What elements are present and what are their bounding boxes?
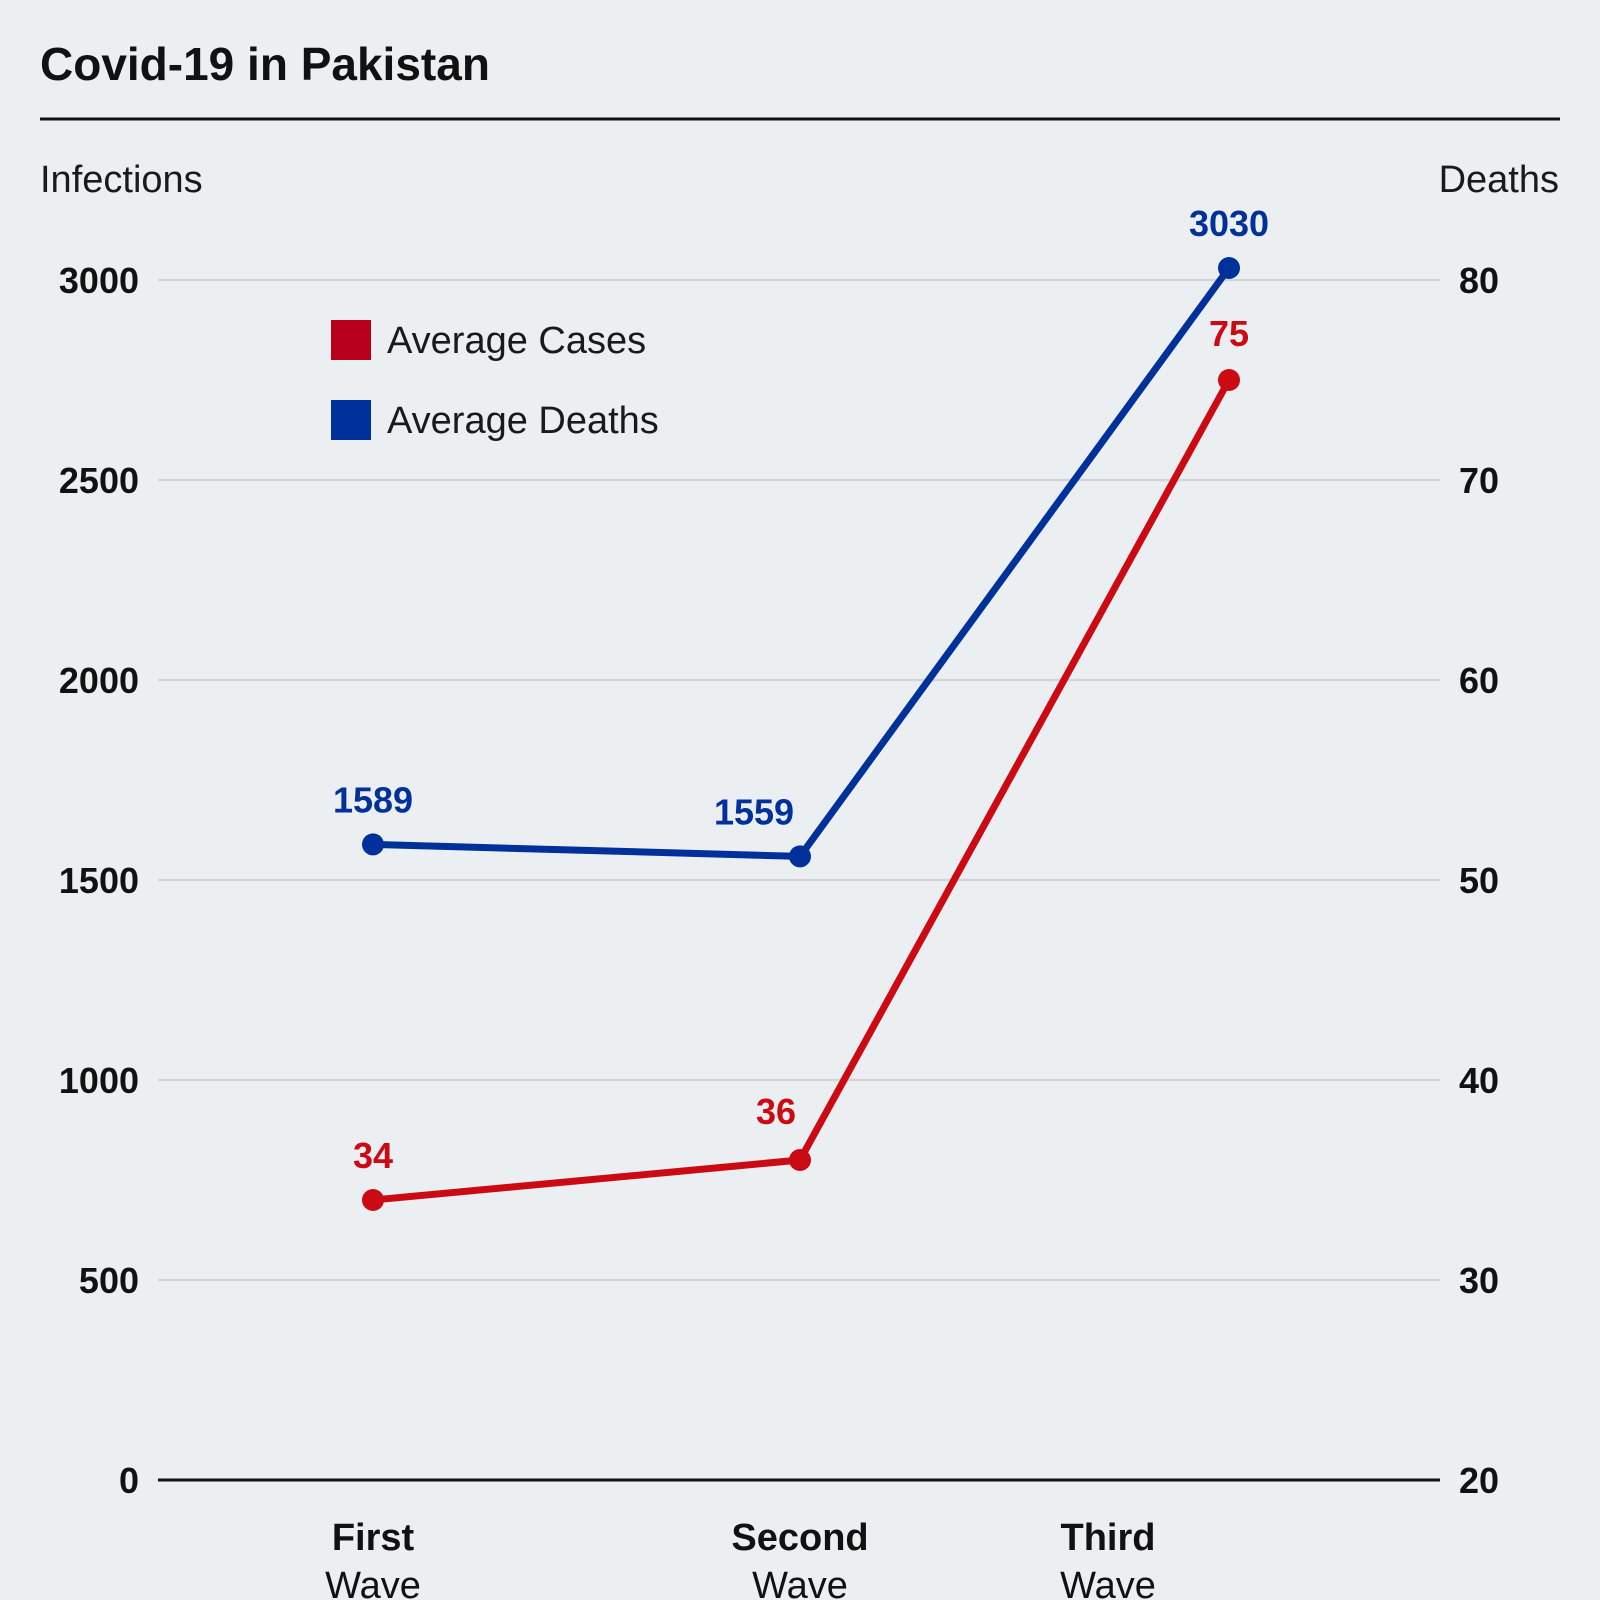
legend: Average Cases Average Deaths xyxy=(331,320,659,442)
right-tick-label: 80 xyxy=(1459,260,1499,301)
data-label: 36 xyxy=(756,1091,796,1132)
axes: 0 20 500 30 1000 40 1500 50 2000 60 2500 70 3000 80 Fi… xyxy=(59,260,1499,1600)
data-labels: 34 36 75 1589 1559 3030 xyxy=(333,203,1269,1176)
data-point xyxy=(1218,369,1240,391)
data-point xyxy=(362,833,384,856)
left-tick-label: 1500 xyxy=(59,860,139,901)
left-tick-label: 500 xyxy=(79,1260,139,1301)
x-tick-sublabel: Wave xyxy=(752,1565,848,1600)
x-tick-label: Second xyxy=(731,1517,868,1559)
gridlines xyxy=(158,278,1440,1282)
right-tick-label: 30 xyxy=(1459,1260,1499,1301)
left-axis-title: Infections xyxy=(40,159,203,201)
data-points xyxy=(362,257,1240,1211)
left-tick-label: 0 xyxy=(119,1460,139,1501)
legend-label: Average Cases xyxy=(387,320,646,362)
left-tick-label: 2000 xyxy=(59,660,139,701)
x-tick-sublabel: Wave xyxy=(325,1565,421,1600)
left-tick-label: 1000 xyxy=(59,1060,139,1101)
data-label: 1559 xyxy=(714,791,794,832)
right-tick-label: 20 xyxy=(1459,1460,1499,1501)
data-point xyxy=(362,1189,384,1211)
right-tick-label: 60 xyxy=(1459,660,1499,701)
chart-title: Covid-19 in Pakistan xyxy=(40,38,490,90)
data-label: 3030 xyxy=(1189,203,1269,244)
right-tick-label: 70 xyxy=(1459,460,1499,501)
legend-swatch xyxy=(331,400,371,440)
data-point xyxy=(789,845,811,868)
data-label: 1589 xyxy=(333,779,413,820)
data-label: 75 xyxy=(1209,313,1249,354)
left-tick-label: 3000 xyxy=(59,260,139,301)
x-tick-sublabel: Wave xyxy=(1060,1565,1156,1600)
right-axis-title: Deaths xyxy=(1439,159,1559,201)
series-line xyxy=(369,376,1233,1204)
x-tick-label: Third xyxy=(1061,1517,1156,1559)
x-tick-label: First xyxy=(332,1517,415,1559)
data-point xyxy=(789,1149,811,1171)
left-tick-label: 2500 xyxy=(59,460,139,501)
legend-swatch xyxy=(331,320,371,360)
right-tick-label: 40 xyxy=(1459,1060,1499,1101)
data-label: 34 xyxy=(353,1135,393,1176)
legend-label: Average Deaths xyxy=(387,400,659,442)
right-tick-label: 50 xyxy=(1459,860,1499,901)
data-point xyxy=(1218,257,1240,279)
